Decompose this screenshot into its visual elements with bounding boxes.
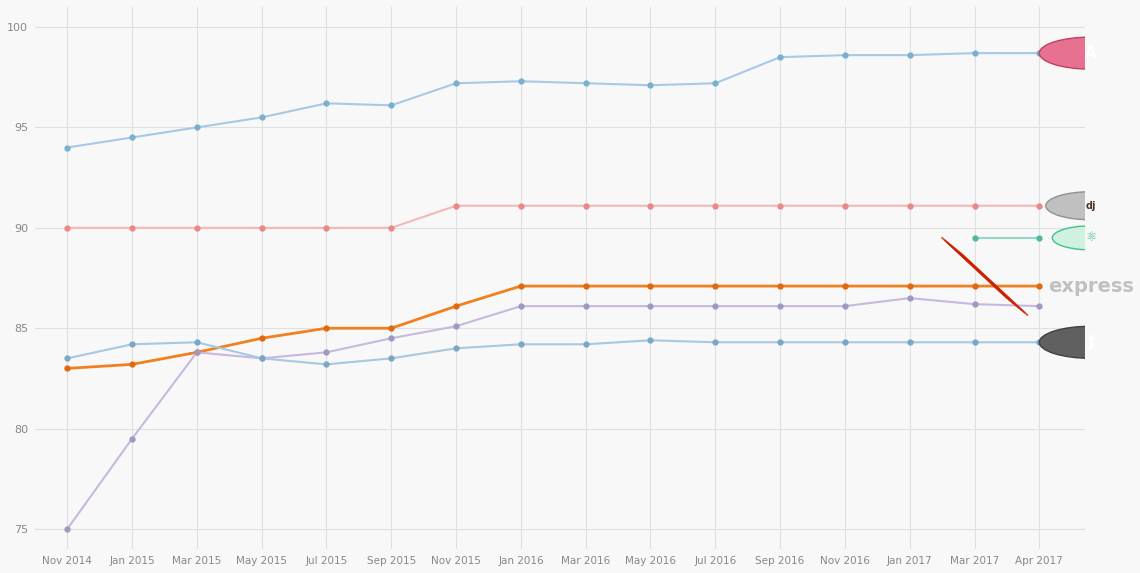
Circle shape [1045, 192, 1137, 220]
Text: dj: dj [1086, 201, 1097, 211]
Text: ƒ: ƒ [1088, 335, 1094, 350]
Text: ⚛: ⚛ [1085, 231, 1097, 244]
Text: A: A [1085, 46, 1097, 61]
Circle shape [1052, 226, 1130, 250]
Text: express: express [1048, 277, 1134, 296]
Circle shape [1040, 37, 1140, 69]
Circle shape [1040, 326, 1140, 358]
